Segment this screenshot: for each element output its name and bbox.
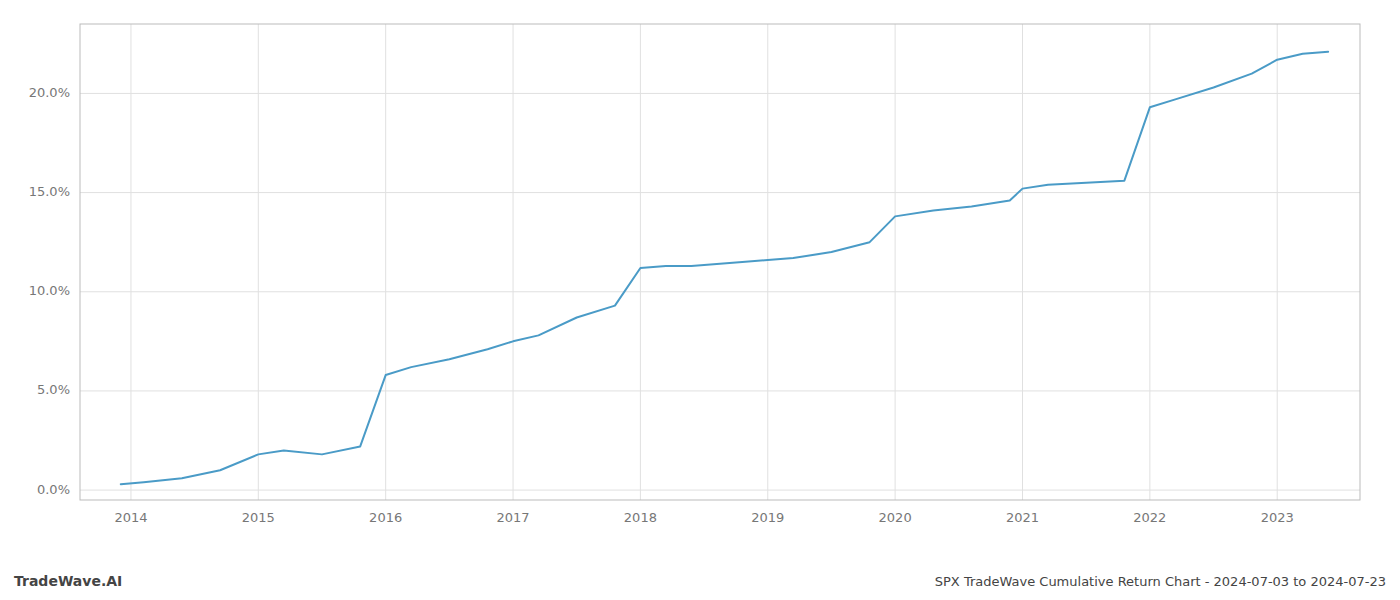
x-tick-label: 2019 — [751, 510, 784, 525]
y-tick-label: 15.0% — [29, 184, 70, 199]
x-grid-line — [258, 24, 259, 500]
watermark: TradeWave.AI — [14, 573, 122, 589]
plot-frame — [80, 24, 1360, 500]
x-grid-line — [513, 24, 514, 500]
x-grid-line — [130, 24, 131, 500]
x-grid-line — [640, 24, 641, 500]
chart-svg: 0.0% 5.0% 10.0% 15.0% 20.0% 2014 2015 2016 2017 2… — [0, 0, 1400, 600]
y-grid-line — [80, 192, 1360, 193]
x-grid-line — [1022, 24, 1023, 500]
x-grid-line — [385, 24, 386, 500]
y-tick-label: 5.0% — [37, 382, 70, 397]
y-tick-label: 20.0% — [29, 85, 70, 100]
x-tick-label: 2021 — [1006, 510, 1039, 525]
y-tick-label: 10.0% — [29, 283, 70, 298]
title: SPX TradeWave Cumulative Return Chart - … — [935, 574, 1386, 589]
y-tick-label: 0.0% — [37, 482, 70, 497]
y-grid-line — [80, 291, 1360, 292]
line — [121, 52, 1328, 484]
x-tick-label: 2023 — [1261, 510, 1294, 525]
x-tick-label: 2022 — [1133, 510, 1166, 525]
x-tick-label: 2015 — [242, 510, 275, 525]
x-grid-line — [895, 24, 896, 500]
x-grid-line — [767, 24, 768, 500]
x-tick-label: 2014 — [114, 510, 147, 525]
chart-container: 0.0% 5.0% 10.0% 15.0% 20.0% 2014 2015 2016 2017 2… — [0, 0, 1400, 600]
x-tick-label: 2016 — [369, 510, 402, 525]
grid — [80, 24, 1360, 500]
tick-labels: 0.0% 5.0% 10.0% 15.0% 20.0% 2014 2015 2016 2017 2… — [29, 85, 1294, 525]
y-grid-line — [80, 93, 1360, 94]
x-tick-label: 2017 — [496, 510, 529, 525]
x-grid-line — [1149, 24, 1150, 500]
y-grid-line — [80, 490, 1360, 491]
x-tick-label: 2018 — [624, 510, 657, 525]
marks — [121, 52, 1328, 484]
x-tick-label: 2020 — [879, 510, 912, 525]
x-grid-line — [1277, 24, 1278, 500]
y-grid-line — [80, 390, 1360, 391]
